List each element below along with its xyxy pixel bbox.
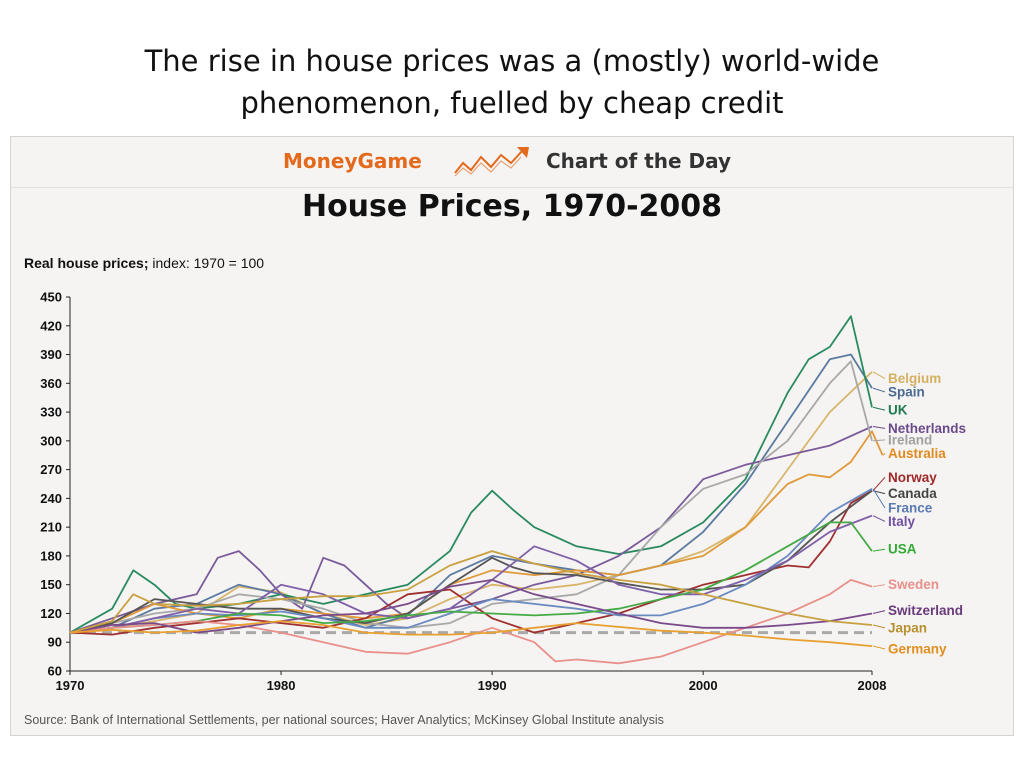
x-tick-label: 1980 (267, 678, 296, 693)
legend-label-japan: Japan (888, 620, 927, 635)
chart-title: House Prices, 1970-2008 (301, 189, 723, 224)
y-tick-label: 450 (40, 290, 62, 305)
chart-of-the-day-label: Chart of the Day (546, 149, 732, 173)
legend-leader-belgium (872, 371, 886, 379)
series-line-spain (69, 353, 873, 634)
legend-leader-norway (872, 476, 886, 492)
y-tick-label: 180 (40, 548, 62, 563)
legend-leader-italy (872, 515, 886, 522)
legend-leader-netherlands (872, 425, 886, 429)
y-tick-label: 330 (40, 405, 62, 420)
y-tick-label: 270 (40, 462, 62, 477)
subtitle-bold: Real house prices; (24, 255, 149, 271)
legend-label-switzerland: Switzerland (888, 603, 963, 618)
series-line-japan (69, 550, 873, 634)
series-line-norway (69, 489, 873, 636)
series-line-usa (69, 521, 873, 634)
series-line-ireland (69, 360, 873, 634)
legend-label-australia: Australia (888, 446, 946, 461)
y-tick-label: 150 (40, 577, 62, 592)
legend-leader-japan (872, 624, 886, 629)
series-line-sweden (69, 578, 873, 665)
slide-title-line-2: phenomenon, fuelled by cheap credit (240, 86, 784, 120)
y-tick-label: 90 (48, 635, 62, 650)
legend-label-usa: USA (888, 542, 917, 557)
y-tick-label: 390 (40, 347, 62, 362)
trend-arrow-icon (454, 147, 529, 177)
legend-leader-australia (883, 453, 886, 456)
y-tick-label: 60 (48, 664, 62, 679)
series-line-germany (69, 620, 873, 647)
x-tick-label: 2000 (689, 678, 718, 693)
legend-label-ireland: Ireland (888, 432, 932, 447)
legend-leader-germany (872, 645, 886, 650)
slide-title: The rise in house prices was a (mostly) … (60, 40, 964, 124)
series-line-france (69, 488, 873, 634)
x-tick-label: 1970 (56, 678, 85, 693)
slide-title-line-1: The rise in house prices was a (mostly) … (144, 44, 880, 78)
chart-banner: MoneyGame Chart of the Day (11, 137, 1013, 188)
x-tick-label: 1990 (478, 678, 507, 693)
y-tick-label: 360 (40, 376, 62, 391)
brand-name: MoneyGame (283, 149, 422, 173)
series-line-italy (69, 514, 873, 634)
legend-leader-ireland (872, 439, 886, 442)
chart-subtitle: Real house prices; index: 1970 = 100 (24, 255, 264, 271)
legend-label-belgium: Belgium (888, 371, 941, 386)
y-tick-label: 300 (40, 433, 62, 448)
legend-label-canada: Canada (888, 486, 937, 501)
legend-label-italy: Italy (888, 514, 916, 529)
chart-panel: MoneyGame Chart of the Day House Prices,… (10, 136, 1014, 736)
legend-leader-spain (872, 387, 886, 393)
series-line-switzerland (69, 578, 873, 634)
y-tick-label: 420 (40, 318, 62, 333)
legend-leader-usa (872, 548, 886, 552)
legend-label-uk: UK (888, 403, 908, 418)
legend-label-norway: Norway (888, 470, 937, 485)
legend-leader-uk (872, 406, 886, 411)
legend-label-spain: Spain (888, 384, 925, 399)
legend-leader-france (872, 488, 886, 509)
legend-label-netherlands: Netherlands (888, 421, 966, 436)
legend-label-france: France (888, 500, 933, 515)
legend-leader-sweden (872, 584, 886, 588)
chart-source: Source: Bank of International Settlement… (24, 713, 664, 727)
legend-leader-switzerland (872, 610, 886, 614)
legend-label-sweden: Sweden (888, 577, 939, 592)
line-chart: 60 90 120 150 180 210 240 270 300 330 360 390 420 450… (40, 290, 966, 694)
y-tick-label: 210 (40, 520, 62, 535)
y-tick-label: 120 (40, 606, 62, 621)
series-line-netherlands (69, 425, 873, 634)
y-tick-label: 240 (40, 491, 62, 506)
x-tick-label: 2008 (858, 678, 887, 693)
subtitle-rest: index: 1970 = 100 (148, 255, 265, 271)
legend-label-germany: Germany (888, 641, 947, 656)
